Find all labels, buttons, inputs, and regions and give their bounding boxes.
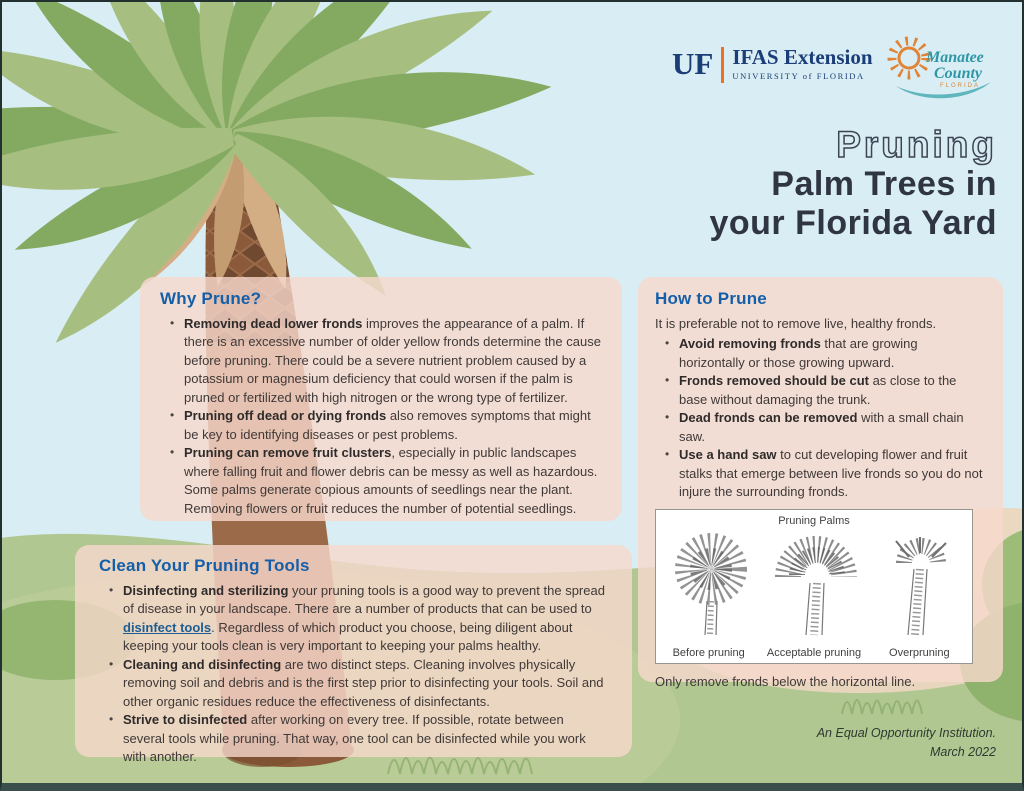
clean-tools-list: Disinfecting and sterilizing your prunin… [99,582,608,767]
bullet-item: Dead fronds can be removed with a small … [664,409,986,446]
wave-icon [896,82,991,99]
footer-date: March 2022 [929,745,996,760]
why-prune-list: Removing dead lower fronds improves the … [160,315,602,518]
bullet-item: Fronds removed should be cut as close to… [664,372,986,409]
figure-label: Acceptable pruning [766,646,862,659]
page-title-kicker: Pruning [835,124,997,165]
equal-opportunity-text: An Equal Opportunity Institution. [816,726,996,740]
page-title-line1: Palm Trees in [771,164,997,203]
sun-icon [897,46,921,70]
uf-ifas-logo: UF IFAS Extension UNIVERSITY of FLORIDA [672,44,873,83]
figure-label: Overpruning [889,646,950,659]
figure-title: Pruning Palms [778,514,850,527]
bullet-item: Disinfecting and sterilizing your prunin… [108,582,608,656]
footer-note: An Equal Opportunity Institution. March … [817,724,996,763]
bullet-item: Cleaning and disinfecting are two distin… [108,656,608,711]
bullet-item: Avoid removing fronds that are growing h… [664,335,986,372]
pruning-palms-figure: Pruning Palms [655,508,973,664]
grass-tufts [387,699,923,775]
manatee-county-logo: Manatee County FLORIDA [887,36,991,99]
figure-label: Before pruning [672,646,745,659]
bullet-item: Strive to disinfected after working on e… [108,711,608,766]
how-to-prune-panel: How to Prune It is preferable not to rem… [638,277,1003,689]
sketch-acceptable-pruning [775,535,857,635]
bullet-item: Pruning off dead or dying fronds also re… [169,407,602,444]
clean-tools-heading: Clean Your Pruning Tools [99,556,310,575]
title-block: Pruning Palm Trees in your Florida Yard [709,124,997,242]
why-prune-heading: Why Prune? [160,289,262,308]
manatee-logo-line1: Manatee [925,49,984,66]
why-prune-panel: Why Prune? Removing dead lower fronds im… [140,277,622,521]
palm-fronds [0,0,552,343]
bullet-item: Use a hand saw to cut developing flower … [664,446,986,501]
manatee-logo-line2: County [934,65,983,82]
uf-logo-subtitle: UNIVERSITY of FLORIDA [732,70,865,81]
uf-logo-divider [721,47,725,83]
sketch-before-pruning [675,532,747,635]
uf-logo-name: IFAS Extension [732,45,873,70]
page-title-line2: your Florida Yard [709,203,997,242]
uf-monogram: UF [672,46,714,81]
figure-caption: Only remove fronds below the horizontal … [655,673,916,689]
palm-sketches-illustration [675,532,947,635]
disinfect-tools-link[interactable]: disinfect tools [123,619,212,635]
bullet-item: Removing dead lower fronds improves the … [169,315,602,407]
sketch-overpruning [895,536,947,635]
clean-tools-panel: Clean Your Pruning Tools Disinfecting an… [75,545,632,764]
how-to-prune-intro: It is preferable not to remove live, hea… [655,316,937,331]
how-to-prune-list: Avoid removing fronds that are growing h… [655,335,986,501]
how-to-prune-heading: How to Prune [655,289,767,308]
sun-rays-icon [887,36,931,80]
figure-labels: Before pruning Acceptable pruning Overpr… [656,647,972,659]
bullet-item: Pruning can remove fruit clusters, espec… [169,444,602,518]
manatee-logo-line3: FLORIDA [940,83,980,89]
